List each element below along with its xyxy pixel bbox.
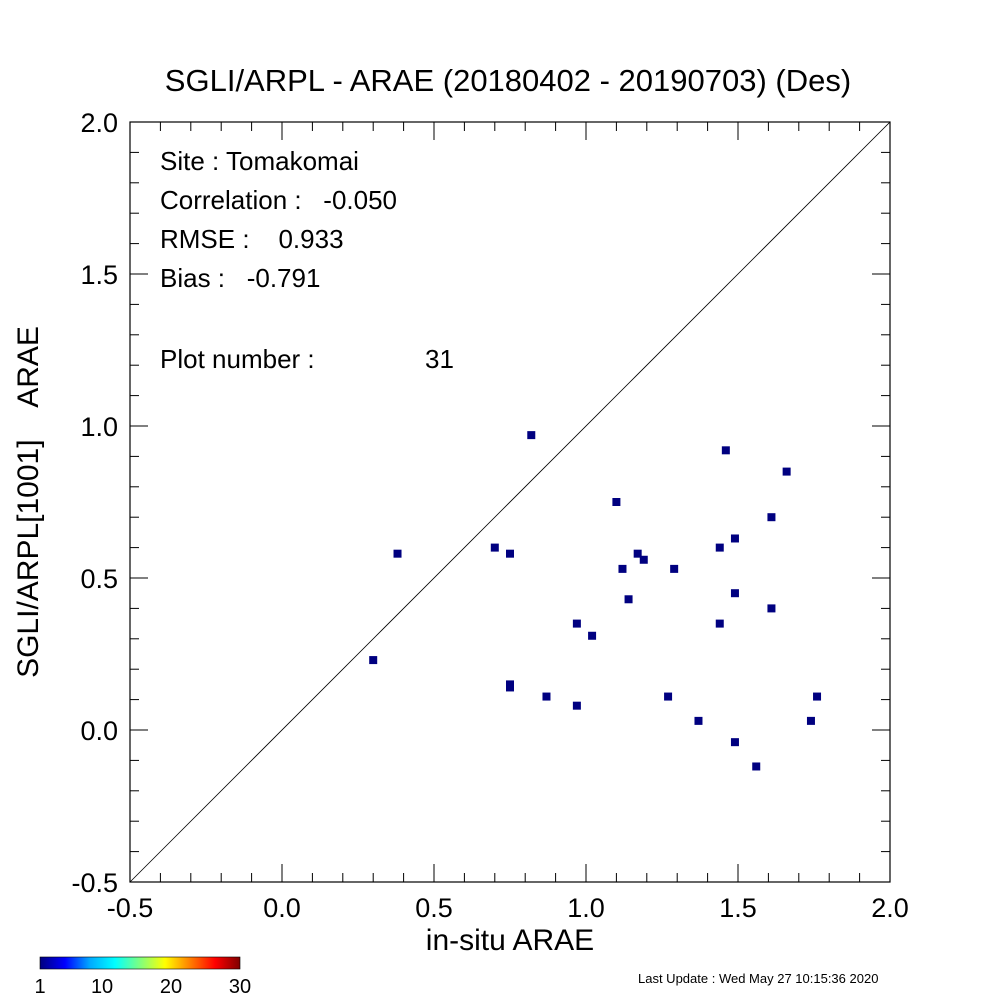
data-point	[767, 513, 776, 522]
x-tick-label: 0.0	[263, 893, 301, 923]
data-point	[612, 498, 621, 506]
data-point	[506, 683, 514, 692]
x-tick-label: 2.0	[871, 893, 909, 923]
x-tick-label: -0.5	[107, 893, 154, 923]
stats-plot-number-label: Plot number :	[160, 344, 315, 374]
data-point	[490, 543, 499, 552]
colorbar-label: 10	[91, 976, 113, 998]
data-point	[806, 716, 815, 725]
x-tick-labels: -0.5 0.0 0.5 1.0 1.5 2.0	[107, 893, 909, 923]
colorbar-labels: 1 10 20 30	[34, 976, 251, 998]
y-tick-label: 0.5	[80, 564, 118, 594]
y-tick-label: 1.0	[80, 412, 118, 442]
x-tick-label: 1.0	[567, 893, 605, 923]
colorbar-label: 30	[229, 976, 251, 998]
data-point	[721, 446, 730, 455]
data-point	[715, 543, 724, 552]
x-tick-label: 0.5	[415, 893, 453, 923]
data-point	[633, 549, 642, 558]
data-points	[369, 431, 822, 771]
y-tick-labels: -0.5 0.0 0.5 1.0 1.5 2.0	[71, 108, 118, 898]
data-point	[588, 631, 597, 640]
axis-ticks	[129, 121, 891, 883]
data-point	[715, 619, 724, 628]
stats-correlation: Correlation : -0.050	[160, 185, 397, 215]
data-point	[618, 564, 627, 573]
x-tick-label: 1.5	[719, 893, 757, 923]
y-tick-label: 0.0	[80, 716, 118, 746]
data-point	[639, 555, 648, 564]
plot-frame	[129, 121, 891, 883]
data-point	[393, 549, 402, 558]
y-tick-label: 2.0	[80, 108, 118, 138]
data-point	[767, 604, 776, 613]
colorbar-gradient	[39, 956, 241, 970]
data-point	[694, 716, 703, 725]
stats-rmse: RMSE : 0.933	[160, 224, 344, 254]
x-axis-label: in-situ ARAE	[426, 924, 594, 957]
stats-site: Site : Tomakomai	[160, 146, 359, 176]
data-point	[670, 564, 679, 573]
last-update: Last Update : Wed May 27 10:15:36 2020	[638, 971, 878, 986]
data-point	[730, 534, 739, 543]
colorbar: 1 10 20 30	[34, 956, 251, 998]
data-point	[752, 762, 761, 771]
y-tick-label: -0.5	[71, 868, 118, 898]
data-point	[572, 619, 581, 628]
chart-title: SGLI/ARPL - ARAE (20180402 - 20190703) (…	[165, 63, 851, 98]
one-to-one-line	[129, 121, 891, 883]
data-point	[664, 692, 673, 701]
data-point	[572, 701, 581, 710]
data-point	[624, 595, 633, 604]
y-axis-label: SGLI/ARPL[1001] ARAE	[12, 326, 45, 678]
data-point	[782, 467, 791, 476]
stats-plot-number: 31	[425, 344, 454, 374]
stats-block: Site : Tomakomai Correlation : -0.050 RM…	[160, 146, 454, 374]
y-tick-label: 1.5	[80, 260, 118, 290]
data-point	[813, 692, 822, 701]
data-point	[506, 549, 514, 558]
colorbar-label: 20	[160, 976, 182, 998]
stats-bias: Bias : -0.791	[160, 263, 320, 293]
data-point	[730, 589, 739, 598]
data-point	[542, 692, 551, 701]
data-point	[730, 738, 739, 747]
data-point	[527, 431, 536, 440]
data-point	[369, 656, 378, 665]
colorbar-label: 1	[34, 976, 45, 998]
